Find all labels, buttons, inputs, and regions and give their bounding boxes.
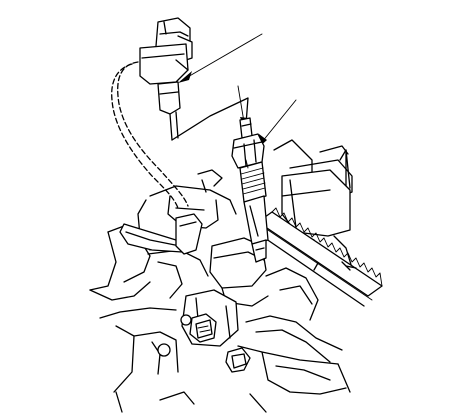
wire-harness: [111, 61, 249, 209]
connector-plug: [139, 17, 193, 141]
bracket-clamp: [119, 213, 203, 255]
engine-head: [89, 139, 353, 413]
leader-arrow-connector: [178, 33, 263, 83]
timing-belt: [255, 207, 383, 307]
hex-nut: [157, 313, 251, 373]
glow-plug: [231, 117, 269, 263]
